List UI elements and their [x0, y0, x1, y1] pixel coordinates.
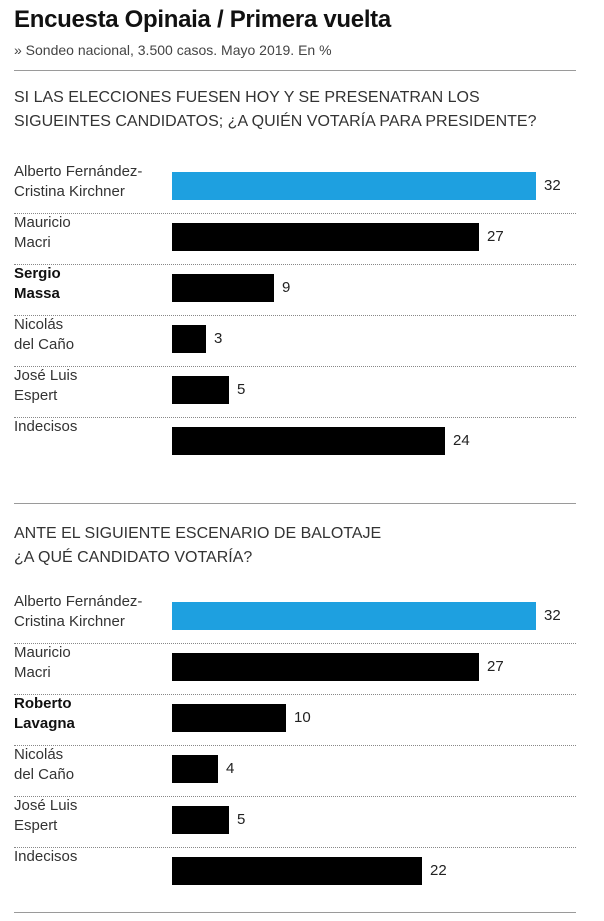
- row-divider: [14, 315, 576, 316]
- question-2: ANTE EL SIGUIENTE ESCENARIO DE BALOTAJE …: [14, 522, 584, 570]
- row-divider: [14, 366, 576, 367]
- category-label-line: Mauricio: [14, 214, 71, 231]
- bar: [172, 653, 479, 681]
- category-label-line: Indecisos: [14, 418, 78, 435]
- value-label: 10: [294, 709, 311, 726]
- bar: [172, 602, 536, 630]
- category-label: Alberto Fernández- Cristina Kirchner: [14, 162, 170, 202]
- category-label-line: José Luis: [14, 797, 78, 814]
- value-label: 4: [226, 760, 235, 777]
- middle-rule: [14, 503, 576, 504]
- question-2-line-1: ANTE EL SIGUIENTE ESCENARIO DE BALOTAJE: [14, 525, 382, 542]
- bar-row: Nicolás del Caño 4: [0, 745, 604, 797]
- row-divider: [14, 694, 576, 695]
- bar-row: Indecisos 24: [0, 417, 604, 468]
- row-divider: [14, 796, 576, 797]
- category-label-line: Alberto Fernández-: [14, 163, 143, 180]
- category-label-line: Alberto Fernández-: [14, 593, 143, 610]
- bar-row: José Luis Espert 5: [0, 796, 604, 848]
- category-label: Alberto Fernández- Cristina Kirchner: [14, 592, 170, 632]
- category-label: José Luis Espert: [14, 796, 170, 836]
- category-label: Mauricio Macri: [14, 643, 170, 683]
- value-label: 3: [214, 330, 223, 347]
- bar-row: Indecisos 22: [0, 847, 604, 898]
- category-label-line: Cristina Kirchner: [14, 613, 125, 630]
- row-divider: [14, 417, 576, 418]
- row-divider: [14, 643, 576, 644]
- question-1: SI LAS ELECCIONES FUESEN HOY Y SE PRESEN…: [14, 86, 584, 134]
- category-label-line: Cristina Kirchner: [14, 183, 125, 200]
- bar-row: Sergio Massa 9: [0, 264, 604, 316]
- category-label-line: Espert: [14, 387, 58, 404]
- category-label: José Luis Espert: [14, 366, 170, 406]
- category-label-line: del Caño: [14, 766, 75, 783]
- row-divider: [14, 213, 576, 214]
- category-label-line: Indecisos: [14, 848, 78, 865]
- bar-row: Alberto Fernández- Cristina Kirchner 32: [0, 592, 604, 644]
- value-label: 27: [487, 658, 504, 675]
- bar: [172, 427, 445, 455]
- value-label: 27: [487, 228, 504, 245]
- value-label: 5: [237, 381, 246, 398]
- bar: [172, 857, 422, 885]
- bar: [172, 172, 536, 200]
- category-label-line: Sergio: [14, 265, 61, 282]
- bar-row: Roberto Lavagna 10: [0, 694, 604, 746]
- bar: [172, 755, 218, 783]
- chart-title: Encuesta Opinaia / Primera vuelta: [14, 6, 391, 33]
- bar: [172, 223, 479, 251]
- chart-subtitle: » Sondeo nacional, 3.500 casos. Mayo 201…: [14, 42, 332, 58]
- category-label: Indecisos: [14, 417, 170, 437]
- question-1-line-2: SIGUEINTES CANDIDATOS; ¿A QUIÉN VOTARÍA …: [14, 113, 537, 130]
- bar-row: Nicolás del Caño 3: [0, 315, 604, 367]
- category-label-line: Macri: [14, 664, 51, 681]
- bar-row: José Luis Espert 5: [0, 366, 604, 418]
- category-label-line: Massa: [14, 285, 60, 302]
- row-divider: [14, 847, 576, 848]
- value-label: 24: [453, 432, 470, 449]
- question-1-line-1: SI LAS ELECCIONES FUESEN HOY Y SE PRESEN…: [14, 89, 480, 106]
- category-label: Indecisos: [14, 847, 170, 867]
- row-divider: [14, 264, 576, 265]
- value-label: 5: [237, 811, 246, 828]
- bar: [172, 704, 286, 732]
- value-label: 22: [430, 862, 447, 879]
- value-label: 32: [544, 177, 561, 194]
- bar-row: Mauricio Macri 27: [0, 643, 604, 695]
- category-label-line: Mauricio: [14, 644, 71, 661]
- category-label: Nicolás del Caño: [14, 745, 170, 785]
- category-label-line: del Caño: [14, 336, 75, 353]
- category-label-line: Macri: [14, 234, 51, 251]
- bar: [172, 376, 229, 404]
- bar: [172, 325, 206, 353]
- bottom-rule: [14, 912, 576, 913]
- category-label-line: Lavagna: [14, 715, 75, 732]
- value-label: 9: [282, 279, 291, 296]
- category-label: Roberto Lavagna: [14, 694, 170, 734]
- bar: [172, 806, 229, 834]
- value-label: 32: [544, 607, 561, 624]
- category-label-line: Nicolás: [14, 746, 64, 763]
- question-2-line-2: ¿A QUÉ CANDIDATO VOTARÍA?: [14, 549, 253, 566]
- category-label-line: José Luis: [14, 367, 78, 384]
- bar: [172, 274, 274, 302]
- category-label: Sergio Massa: [14, 264, 170, 304]
- top-rule: [14, 70, 576, 71]
- category-label-line: Espert: [14, 817, 58, 834]
- category-label: Mauricio Macri: [14, 213, 170, 253]
- bar-row: Alberto Fernández- Cristina Kirchner 32: [0, 162, 604, 214]
- bar-row: Mauricio Macri 27: [0, 213, 604, 265]
- category-label: Nicolás del Caño: [14, 315, 170, 355]
- row-divider: [14, 745, 576, 746]
- category-label-line: Roberto: [14, 695, 72, 712]
- category-label-line: Nicolás: [14, 316, 64, 333]
